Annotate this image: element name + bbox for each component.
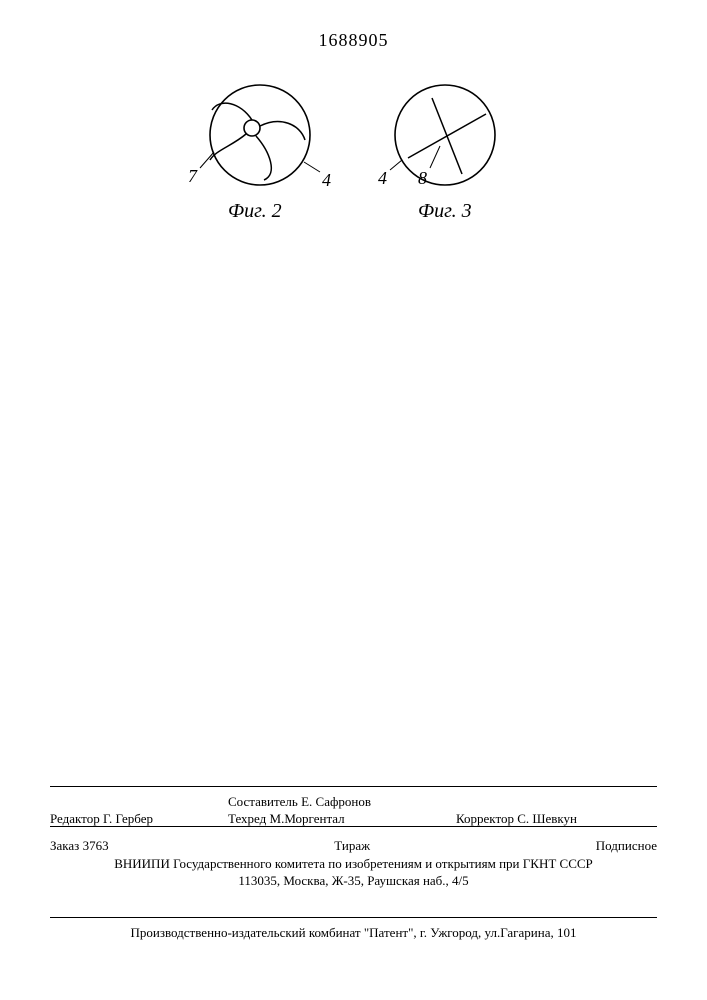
corrector-label: Корректор bbox=[456, 811, 514, 826]
patent-number: 1688905 bbox=[0, 30, 707, 51]
fig2-ref-4: 4 bbox=[322, 170, 331, 191]
order-num: 3763 bbox=[83, 838, 109, 853]
footer-order: Заказ 3763 Тираж Подписное ВНИИПИ Госуда… bbox=[50, 826, 657, 890]
compiler: Составитель Е. Сафронов bbox=[228, 793, 448, 811]
compiler-label: Составитель bbox=[228, 794, 298, 809]
org-line: ВНИИПИ Государственного комитета по изоб… bbox=[50, 855, 657, 873]
techred-label: Техред bbox=[228, 811, 266, 826]
order-label: Заказ bbox=[50, 838, 79, 853]
editor-name: Г. Гербер bbox=[103, 811, 153, 826]
tirage-label: Тираж bbox=[334, 837, 370, 855]
printer-line: Производственно-издательский комбинат "П… bbox=[131, 925, 577, 940]
figure-3 bbox=[390, 85, 495, 185]
corrector-name: С. Шевкун bbox=[517, 811, 577, 826]
fig3-ref-8: 8 bbox=[418, 168, 427, 189]
org-addr: 113035, Москва, Ж-35, Раушская наб., 4/5 bbox=[50, 872, 657, 890]
fig3-ref-4: 4 bbox=[378, 168, 387, 189]
footer-credits: Составитель Е. Сафронов Редактор Г. Герб… bbox=[50, 786, 657, 828]
fig2-label: Фиг. 2 bbox=[228, 200, 282, 223]
figure-2 bbox=[200, 85, 320, 185]
subscription-label: Подписное bbox=[596, 837, 657, 855]
editor: Редактор Г. Гербер bbox=[50, 810, 220, 828]
compiler-name: Е. Сафронов bbox=[301, 794, 371, 809]
fig2-ref-7: 7 bbox=[188, 166, 197, 187]
editor-label: Редактор bbox=[50, 811, 100, 826]
figures-area: 7 4 4 8 Фиг. 2 Фиг. 3 bbox=[0, 80, 707, 250]
spacer bbox=[456, 793, 657, 811]
footer-printer: Производственно-издательский комбинат "П… bbox=[50, 917, 657, 942]
corrector: Корректор С. Шевкун bbox=[456, 810, 657, 828]
order: Заказ 3763 bbox=[50, 837, 109, 855]
techred: Техред М.Моргентал bbox=[228, 810, 448, 828]
figures-svg bbox=[0, 80, 707, 250]
spacer bbox=[50, 793, 220, 811]
techred-name: М.Моргентал bbox=[270, 811, 345, 826]
patent-page: 1688905 7 4 4 8 Фиг. 2 Фиг. 3 Составител… bbox=[0, 0, 707, 1000]
fig3-label: Фиг. 3 bbox=[418, 200, 472, 223]
